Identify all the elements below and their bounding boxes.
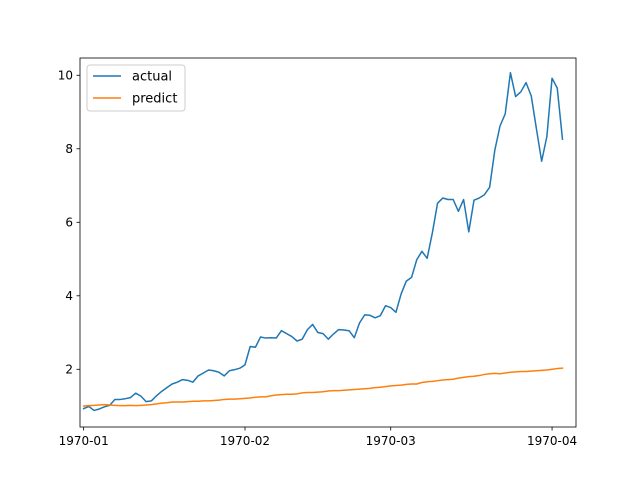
y-tick-label: 2	[65, 363, 73, 377]
x-tick-label: 1970-04	[527, 434, 577, 448]
legend-label-actual: actual	[132, 70, 172, 85]
y-tick-label: 4	[65, 289, 73, 303]
legend: actual predict	[86, 64, 186, 112]
x-tick-label: 1970-03	[366, 434, 416, 448]
x-tick-label: 1970-02	[220, 434, 270, 448]
series-layer	[82, 71, 564, 412]
series-line-predict	[82, 367, 564, 407]
axes-layer: 1970-01 1970-02 1970-03 1970-04 2 4 6 8 10	[58, 57, 577, 448]
y-tick-label: 10	[58, 69, 73, 83]
axes-frame	[79, 57, 577, 428]
x-tick-label: 1970-01	[59, 434, 109, 448]
legend-label-predict: predict	[132, 92, 177, 107]
y-tick-label: 6	[65, 216, 73, 230]
series-line-actual	[82, 71, 564, 412]
y-tick-label: 8	[65, 142, 73, 156]
